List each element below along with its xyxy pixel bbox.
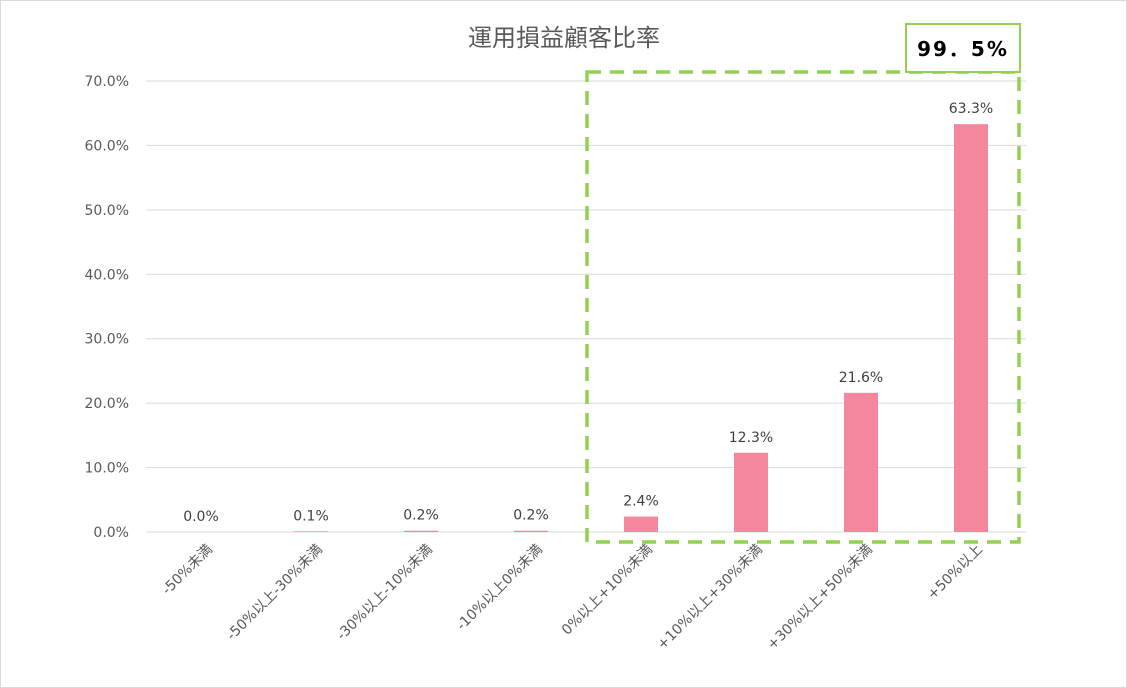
category-label: -30%以上-10%未満	[334, 542, 436, 644]
y-axis-ticks: 0.0% 10.0% 20.0% 30.0% 40.0% 50.0% 60.0% 70.0%	[85, 74, 129, 541]
category-label: -10%以上0%未満	[454, 542, 546, 634]
data-label: 12.3%	[729, 430, 773, 446]
bar	[734, 452, 768, 532]
category-label: +30%以上+50%未満	[764, 542, 876, 654]
data-labels: 0.0% 0.1% 0.2% 0.2% 2.4% 12.3% 21.6% 63.3%	[183, 101, 993, 525]
chart-title: 運用損益顧客比率	[468, 24, 660, 52]
y-tick-label: 10.0%	[85, 461, 129, 477]
category-label: 0%以上+10%未満	[559, 542, 656, 639]
bar	[624, 516, 658, 532]
y-tick-label: 70.0%	[85, 74, 129, 90]
highlight-callout-text: 99．5%	[917, 37, 1009, 61]
y-tick-label: 0.0%	[93, 525, 129, 541]
category-label: -50%未満	[159, 542, 216, 599]
data-label: 0.2%	[513, 508, 549, 524]
highlight-callout: 99．5%	[905, 23, 1021, 73]
data-label: 0.1%	[293, 508, 329, 524]
data-label: 21.6%	[839, 370, 883, 386]
y-tick-label: 60.0%	[85, 138, 129, 154]
category-label: +50%以上	[924, 542, 985, 603]
bar	[954, 124, 988, 532]
bars	[294, 124, 988, 532]
highlight-callout-box	[905, 23, 1021, 73]
highlight-dashed-box	[585, 70, 1021, 544]
y-tick-label: 30.0%	[85, 332, 129, 348]
category-labels: -50%未満 -50%以上-30%未満 -30%以上-10%未満 -10%以上0%未満…	[159, 542, 986, 654]
bar	[404, 530, 438, 532]
category-label: -50%以上-30%未満	[224, 542, 326, 644]
y-tick-label: 40.0%	[85, 267, 129, 283]
y-tick-label: 20.0%	[85, 396, 129, 412]
y-tick-label: 50.0%	[85, 203, 129, 219]
data-label: 0.2%	[403, 508, 439, 524]
data-label: 2.4%	[623, 494, 659, 510]
bar	[844, 392, 878, 532]
category-label: +10%以上+30%未満	[654, 542, 766, 654]
data-label: 63.3%	[949, 101, 993, 117]
data-label: 0.0%	[183, 509, 219, 525]
bar	[294, 531, 328, 532]
bar	[514, 530, 548, 532]
